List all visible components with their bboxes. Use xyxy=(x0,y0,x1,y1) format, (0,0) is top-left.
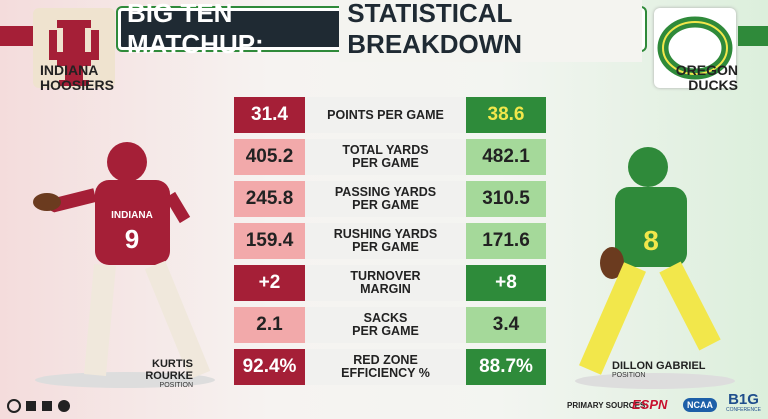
jersey-text: INDIANA xyxy=(111,210,153,221)
player-position: POSITION xyxy=(612,372,646,379)
team-name: OREGON xyxy=(675,62,738,78)
right-value: 171.6 xyxy=(466,223,546,259)
right-value: 38.6 xyxy=(466,97,546,133)
jersey-number: 9 xyxy=(125,224,139,254)
jersey-number: 8 xyxy=(643,225,659,256)
right-value: 3.4 xyxy=(466,307,546,343)
stat-label: RED ZONE EFFICIENCY % xyxy=(305,349,466,385)
shadow xyxy=(35,372,215,388)
right-team: OREGON DUCKS xyxy=(676,63,738,93)
source-logo: NCAA xyxy=(683,398,717,412)
right-value: +8 xyxy=(466,265,546,301)
right-value: 88.7% xyxy=(466,349,546,385)
o-inner xyxy=(662,21,728,75)
left-value: 245.8 xyxy=(234,181,305,217)
stat-row: 92.4% RED ZONE EFFICIENCY % 88.7% xyxy=(234,349,546,385)
left-value: 31.4 xyxy=(234,97,305,133)
stat-label-line: TOTAL YARDS xyxy=(342,143,429,157)
oregon-logo xyxy=(654,8,736,88)
iu-trident xyxy=(49,20,99,86)
stat-row: +2 TURNOVER MARGIN +8 xyxy=(234,265,546,301)
right-value: 482.1 xyxy=(466,139,546,175)
social-icons xyxy=(7,399,70,413)
left-value: 2.1 xyxy=(234,307,305,343)
left-value: 92.4% xyxy=(234,349,305,385)
stat-label-line: PER GAME xyxy=(352,324,419,338)
stat-label-line: RED ZONE xyxy=(353,353,418,367)
arm xyxy=(164,191,191,224)
left-team: INDIANA HOOSIERS xyxy=(40,63,114,93)
stat-label-line: PER GAME xyxy=(352,240,419,254)
iu-mark xyxy=(49,20,99,86)
icon xyxy=(7,399,21,413)
stat-label-line: EFFICIENCY % xyxy=(341,366,430,380)
stat-label: TOTAL YARDS PER GAME xyxy=(305,139,466,175)
source-logo: B1G CONFERENCE xyxy=(726,392,761,413)
stat-label-line: POINTS PER GAME xyxy=(327,107,444,122)
stat-label-line: SACKS xyxy=(363,311,408,325)
left-value: +2 xyxy=(234,265,305,301)
stat-label: SACKS PER GAME xyxy=(305,307,466,343)
red-stripe xyxy=(0,26,33,46)
stat-row: 2.1 SACKS PER GAME 3.4 xyxy=(234,307,546,343)
stat-label-line: TURNOVER xyxy=(350,269,421,283)
legs xyxy=(579,261,721,375)
right-caption: DILLON GABRIEL POSITION xyxy=(612,360,706,379)
stat-label-line: PER GAME xyxy=(352,198,419,212)
ball xyxy=(33,193,61,211)
right-value: 310.5 xyxy=(466,181,546,217)
shadow xyxy=(575,373,735,389)
stat-label: RUSHING YARDS PER GAME xyxy=(305,223,466,259)
player-name: DILLON GABRIEL xyxy=(612,360,706,372)
stat-label: POINTS PER GAME xyxy=(305,97,466,133)
b1g: B1G xyxy=(728,391,759,408)
stat-label: TURNOVER MARGIN xyxy=(305,265,466,301)
left-value: 159.4 xyxy=(234,223,305,259)
stat-row: 159.4 RUSHING YARDS PER GAME 171.6 xyxy=(234,223,546,259)
team-name: DUCKS xyxy=(688,77,738,93)
icon xyxy=(58,400,70,412)
title-bar: BIG TEN MATCHUP: STATISTICAL BREAKDOWN xyxy=(118,0,645,62)
team-name: HOOSIERS xyxy=(40,77,114,93)
title-lead: BIG TEN MATCHUP: xyxy=(127,0,264,59)
stat-label-line: PASSING YARDS xyxy=(334,185,437,199)
icon xyxy=(26,401,36,411)
stat-row: 245.8 PASSING YARDS PER GAME 310.5 xyxy=(234,181,546,217)
stat-label-line: PER GAME xyxy=(352,156,419,170)
helmet xyxy=(107,142,147,182)
player-position: POSITION xyxy=(159,382,193,389)
left-player: INDIANA 9 xyxy=(33,142,215,388)
stat-label-line: MARGIN xyxy=(360,282,411,296)
source-logo: ESPN xyxy=(632,397,668,412)
player-name: KURTIS ROURKE xyxy=(145,358,193,382)
b1g-sub: CONFERENCE xyxy=(726,407,762,413)
team-name: INDIANA xyxy=(40,62,99,78)
ball xyxy=(600,247,624,279)
stat-label: PASSING YARDS PER GAME xyxy=(305,181,466,217)
jersey xyxy=(615,187,687,267)
sources-label: PRIMARY SOURCES: xyxy=(567,401,648,410)
stat-row: 31.4 POINTS PER GAME 38.6 xyxy=(234,97,546,133)
title-rest: STATISTICAL BREAKDOWN xyxy=(339,0,642,62)
o-mark xyxy=(657,16,733,80)
left-caption: KURTIS ROURKE POSITION xyxy=(103,358,193,389)
stat-label-line: RUSHING YARDS xyxy=(333,227,438,241)
right-player: 8 xyxy=(575,147,735,389)
helmet xyxy=(628,147,668,187)
green-stripe xyxy=(738,26,768,46)
jersey xyxy=(95,180,170,265)
indiana-logo xyxy=(33,8,115,88)
legs xyxy=(84,260,211,380)
icon xyxy=(42,401,52,411)
stat-row: 405.2 TOTAL YARDS PER GAME 482.1 xyxy=(234,139,546,175)
left-value: 405.2 xyxy=(234,139,305,175)
